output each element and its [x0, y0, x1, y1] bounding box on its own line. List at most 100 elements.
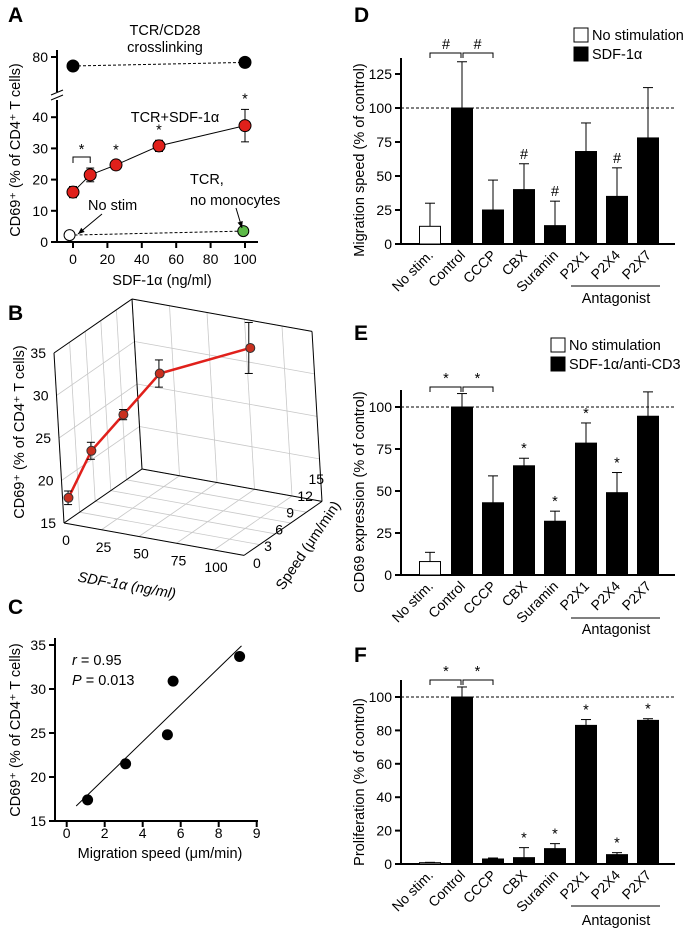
b-box-edge: [141, 468, 323, 502]
d-category-label: Control: [425, 247, 468, 290]
panel-label-f: F: [354, 644, 367, 667]
e-category-label: P2X7: [619, 578, 655, 614]
e-significance-marker: *: [521, 441, 527, 457]
e-bar: [544, 520, 566, 576]
f-significance-marker: *: [475, 664, 481, 680]
f-category-label: No stim.: [389, 867, 437, 915]
e-significance-marker: *: [583, 406, 589, 422]
c-data-point: [120, 758, 132, 770]
d-category-label: No stim.: [389, 247, 437, 295]
e-significance-marker: *: [475, 371, 481, 387]
d-y-tick-label: 50: [376, 168, 392, 184]
a-x-tick-label: 60: [168, 251, 184, 267]
c-y-tick-label: 15: [30, 813, 46, 829]
e-y-tick-label: 0: [384, 567, 392, 583]
d-y-tick-label: 125: [369, 66, 393, 82]
f-y-tick-label: 40: [376, 789, 392, 805]
d-significance-marker: #: [613, 151, 621, 167]
e-y-tick-label: 75: [376, 441, 392, 457]
f-significance-bracket: [462, 679, 494, 685]
a-y-tick-label: 30: [32, 140, 48, 156]
b-x-tick-label: 50: [133, 546, 149, 562]
d-legend-label: SDF-1α: [592, 47, 642, 63]
a-x-tick-label: 20: [100, 251, 116, 267]
a-line-tcr-sdf: [158, 125, 246, 147]
d-category-label: P2X1: [557, 247, 593, 283]
a-arrow-no-monocytes-head: [237, 221, 243, 228]
a-arrow-no-stim-head: [78, 227, 85, 234]
b-zlabel: CD69⁺ (% of CD4⁺ T cells): [12, 345, 28, 519]
panel-label-b: B: [8, 302, 23, 325]
d-category-label: P2X7: [619, 247, 655, 283]
a-significance-star: *: [113, 142, 119, 158]
a-x-tick-label: 80: [203, 251, 219, 267]
a-data-point: [83, 168, 97, 182]
b-data-point: [63, 492, 74, 503]
f-significance-marker: *: [614, 836, 620, 852]
a-y-tick-label: 80: [32, 49, 48, 65]
e-bar: [575, 442, 597, 576]
b-grid-floor: [101, 475, 180, 531]
b-box-edge: [243, 500, 323, 556]
a-significance-star: *: [79, 142, 85, 158]
a-series-label-tcr-no-mono: no monocytes: [190, 193, 280, 209]
c-x-tick-label: 6: [177, 825, 185, 841]
e-y-tick-label: 50: [376, 483, 392, 499]
d-significance-marker: #: [520, 147, 528, 163]
c-y-tick-label: 25: [30, 725, 46, 741]
e-legend-swatch: [550, 356, 566, 372]
e-y-tick-label: 25: [376, 525, 392, 541]
f-y-tick-label: 20: [376, 823, 392, 839]
f-bar: [451, 696, 473, 865]
b-y-tick-label: 12: [297, 488, 313, 504]
d-bar: [419, 225, 441, 245]
b-grid-floor: [95, 501, 276, 535]
f-category-label: P2X1: [557, 867, 593, 903]
d-bar: [575, 151, 597, 245]
b-box-edge: [63, 468, 143, 524]
f-category-label: P2X4: [588, 867, 624, 903]
e-bar: [637, 415, 659, 576]
a-xlabel: SDF-1α (ng/ml): [112, 273, 211, 289]
b-box-edge: [63, 522, 245, 556]
d-group-label: Antagonist: [582, 291, 651, 307]
a-x-tick-label: 0: [69, 251, 77, 267]
c-x-tick-label: 0: [63, 825, 71, 841]
e-legend-label: No stimulation: [569, 338, 661, 354]
b-data-point: [86, 445, 97, 456]
a-data-point-no-monocytes: [237, 225, 250, 238]
d-significance-bracket: [429, 52, 462, 58]
b-y-tick-label: 3: [264, 538, 272, 554]
panel-label-e: E: [354, 322, 368, 345]
a-line-tcr-sdf: [115, 145, 160, 166]
a-data-point-no-stim: [63, 229, 76, 242]
b-grid-floor: [126, 479, 307, 513]
d-y-tick-label: 25: [376, 202, 392, 218]
c-x-tick-label: 4: [139, 825, 147, 841]
b-box-edge: [53, 298, 133, 354]
f-bar: [513, 857, 535, 865]
b-z-tick-label: 25: [35, 430, 51, 446]
f-significance-marker: *: [443, 664, 449, 680]
f-ylabel: Proliferation (% of control): [352, 698, 368, 866]
a-data-point: [238, 55, 252, 69]
d-category-label: CCCP: [460, 247, 499, 286]
a-axis-break-mark: [50, 94, 64, 101]
d-significance-marker: #: [551, 184, 559, 200]
f-category-label: CCCP: [460, 867, 499, 906]
d-y-tick-label: 75: [376, 134, 392, 150]
c-fit-line: [75, 645, 242, 807]
b-box-edge: [131, 298, 313, 332]
a-significance-star: *: [242, 91, 248, 107]
f-bar: [544, 848, 566, 865]
f-bar: [482, 858, 504, 865]
e-bar: [482, 502, 504, 576]
d-category-label: P2X4: [588, 247, 624, 283]
b-z-tick-label: 35: [30, 345, 46, 361]
b-grid-left: [61, 426, 140, 481]
b-ylabel: Speed (μm/min): [273, 498, 344, 593]
c-y-tick-label: 35: [30, 637, 46, 653]
d-significance-bracket: [462, 52, 494, 58]
f-bar: [606, 854, 628, 865]
